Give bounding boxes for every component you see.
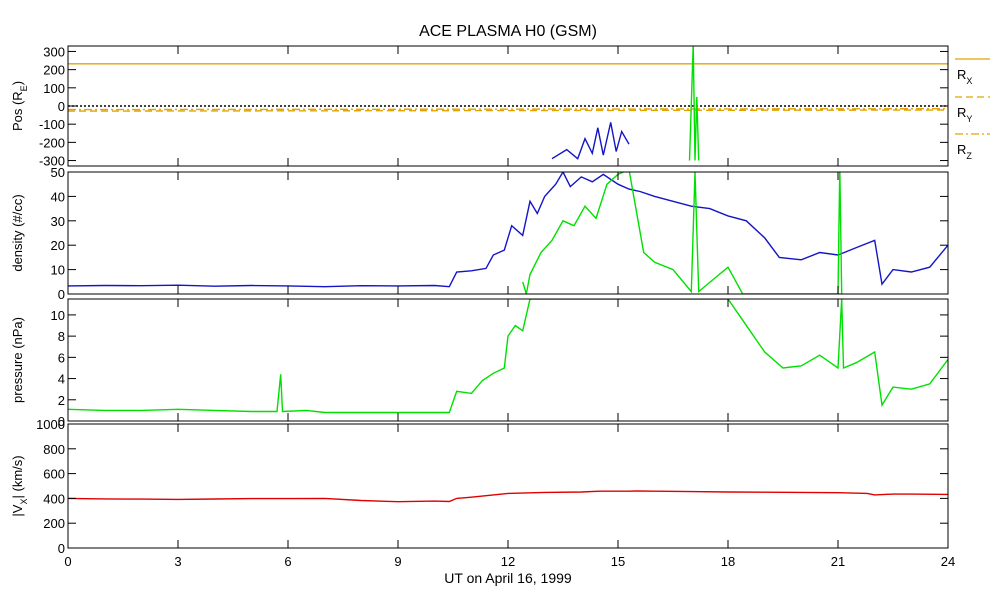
x-axis-label: UT on April 16, 1999 [444,570,572,586]
panel-0-ytick-label: 300 [43,44,65,59]
legend-label-1: RY [957,105,972,124]
panel-0-ytick-label: 0 [58,99,65,114]
panel-1-frame [67,171,949,295]
panel-2-frame [67,298,949,422]
panel-0-series-4 [551,122,630,160]
x-tick-label: 15 [611,554,625,569]
panel-2-ytick-label: 2 [58,393,65,408]
panel-0-ytick-label: 100 [43,81,65,96]
panel-2-series [68,299,948,414]
panel-0-series-1 [68,109,948,112]
panel-3-ytick-label: 800 [43,442,65,457]
panel-1-ytick-label: 30 [51,214,65,229]
panel-0-ytick-label: -200 [39,135,65,150]
panel-1-series [68,172,948,294]
panel-3-ytick-label: 1000 [36,417,65,432]
panel-0-ytick-label: -100 [39,117,65,132]
panel-3-ytick-label: 400 [43,491,65,506]
x-tick-label: 0 [64,554,71,569]
panel-3-ytick-label: 0 [58,541,65,556]
panel-3-ylabel: |VX| (km/s) [10,455,29,516]
panel-2-series-0 [68,299,948,414]
panel-3-ytick-label: 200 [43,516,65,531]
panel-2-ytick-label: 0 [58,414,65,429]
panel-1-ytick-label: 50 [51,165,65,180]
panel-3-series-0 [68,490,948,503]
panel-3-ytick-label: 600 [43,467,65,482]
legend-label-2: RZ [957,142,972,161]
panel-2-ytick-label: 8 [58,329,65,344]
panel-2-ytick-label: 10 [51,308,65,323]
panel-0-series-5 [688,46,700,161]
x-tick-label: 18 [721,554,735,569]
panel-1-ytick-label: 10 [51,263,65,278]
x-tick-label: 6 [284,554,291,569]
panel-1-ytick-label: 40 [51,189,65,204]
panel-0-ytick-label: 200 [43,63,65,78]
panel-1-series-0 [68,172,948,288]
x-tick-label: 9 [394,554,401,569]
x-tick-label: 12 [501,554,515,569]
panel-0-series [68,46,948,161]
panel-1-series-1 [522,172,843,294]
x-tick-label: 3 [174,554,181,569]
panel-0-ytick-label: -300 [39,154,65,169]
chart-title: ACE PLASMA H0 (GSM) [419,23,597,40]
legend-label-0: RX [957,67,972,86]
panel-1-ytick-label: 0 [58,287,65,302]
panel-0-series-2 [68,107,948,111]
panel-3-series [68,490,948,503]
panel-3-frame [67,423,949,549]
panel-2-ytick-label: 4 [58,372,65,387]
panel-1-ytick-label: 20 [51,238,65,253]
panel-1-ylabel: density (#/cc) [10,194,25,271]
x-tick-label: 24 [941,554,955,569]
panel-0-ylabel: Pos (RE) [10,81,29,131]
x-tick-label: 21 [831,554,845,569]
panel-2-ylabel: pressure (nPa) [10,317,25,403]
panel-2-ytick-label: 6 [58,350,65,365]
